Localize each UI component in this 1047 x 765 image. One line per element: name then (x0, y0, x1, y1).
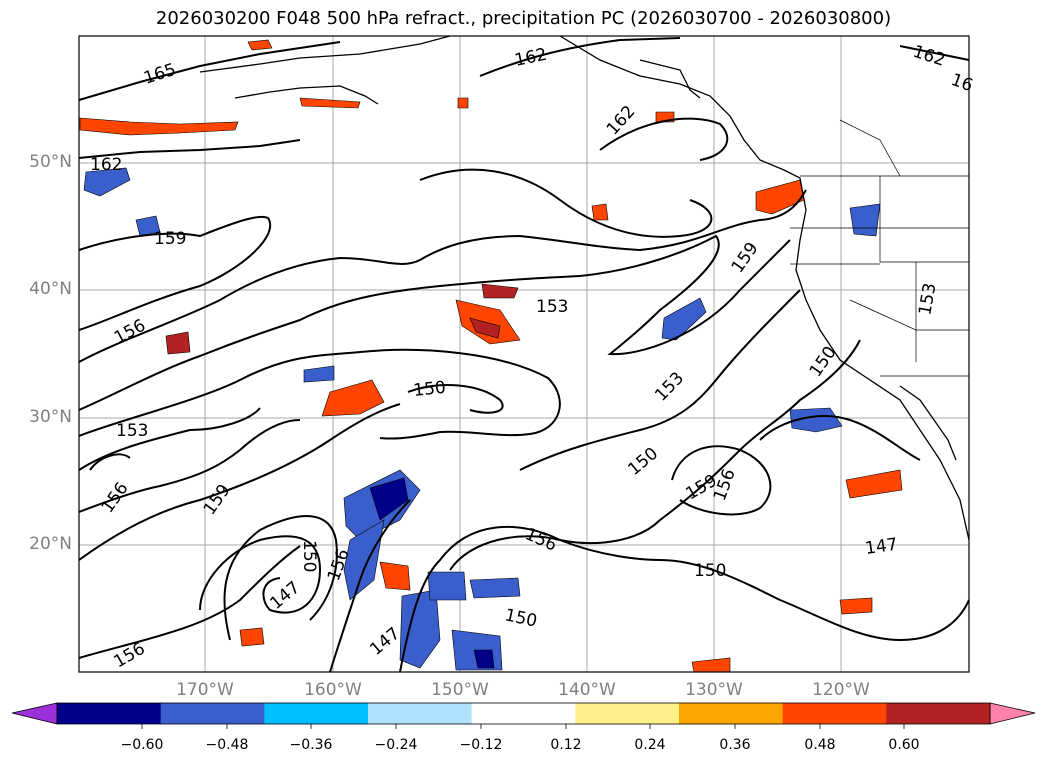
colorbar-segment (264, 703, 369, 724)
lon-label: 160°W (304, 680, 362, 700)
figure-title: 2026030200 F048 500 hPa refract., precip… (155, 8, 892, 29)
contour-label: 150 (694, 561, 726, 581)
coastlines (199, 35, 970, 541)
lat-label: 40°N (29, 279, 72, 299)
colorbar-segment (679, 703, 784, 724)
contour-label: 159 (154, 229, 186, 249)
lat-label: 30°N (29, 407, 72, 427)
lat-label: 50°N (29, 152, 72, 172)
colorbar-tick-label: −0.24 (374, 737, 418, 753)
colorbar-tick-label: −0.48 (205, 737, 249, 753)
contour-label: 162 (90, 155, 122, 175)
contour-label: 150 (299, 540, 319, 572)
contour-label: 147 (864, 535, 899, 559)
lon-label: 170°W (176, 680, 234, 700)
lon-label: 150°W (431, 680, 489, 700)
colorbar-tick-label: 0.60 (888, 737, 920, 753)
contour-label: 153 (116, 421, 148, 441)
contour-label: 153 (536, 297, 568, 317)
refractivity-contours (78, 37, 970, 673)
colorbar-tick-label: 0.36 (719, 737, 751, 753)
lon-label: 140°W (558, 680, 616, 700)
colorbar-extend-high (989, 702, 1036, 725)
colorbar-tick-label: 0.24 (634, 737, 666, 753)
colorbar-tick-label: −0.12 (459, 737, 503, 753)
colorbar-segment (782, 703, 887, 724)
precipitation-shading (79, 39, 903, 673)
colorbar-tick-label: 0.12 (550, 737, 582, 753)
colorbar-segment (575, 703, 680, 724)
colorbar-extend-low (11, 702, 58, 725)
colorbar-segment (368, 703, 473, 724)
colorbar-segment (471, 703, 576, 724)
colorbar (11, 702, 1036, 729)
colorbar-segment (160, 703, 265, 724)
lon-label: 130°W (685, 680, 743, 700)
contour-label: 150 (412, 378, 446, 401)
colorbar-segment (57, 703, 162, 724)
colorbar-tick-label: −0.36 (289, 737, 333, 753)
lon-label: 120°W (812, 680, 870, 700)
lat-label: 20°N (29, 534, 72, 554)
colorbar-tick-label: 0.48 (804, 737, 836, 753)
political-borders (790, 119, 969, 377)
map-area (79, 36, 969, 672)
map-frame (78, 35, 970, 673)
colorbar-tick-label: −0.60 (120, 737, 164, 753)
colorbar-segment (886, 703, 991, 724)
